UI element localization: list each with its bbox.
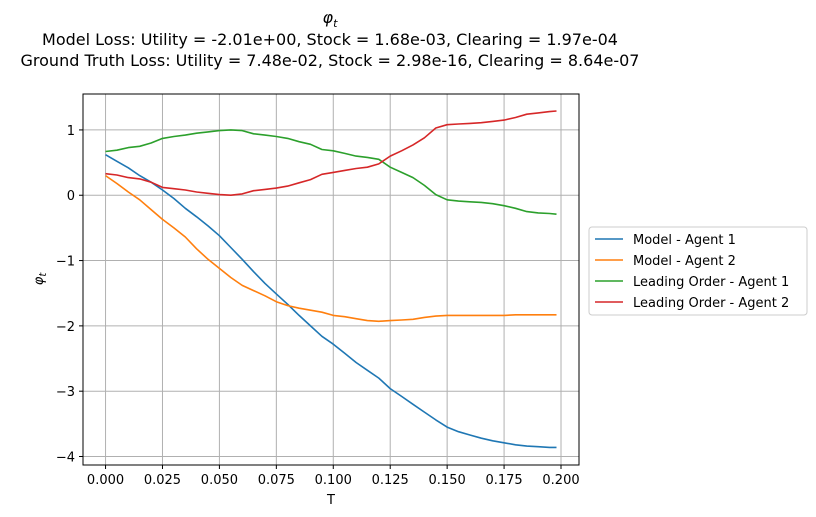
grid	[83, 94, 579, 465]
plot-area	[82, 93, 580, 466]
x-tick-label: 0.150	[429, 473, 466, 488]
x-tick-label: 0.200	[542, 473, 579, 488]
legend-label: Leading Order - Agent 2	[633, 296, 789, 311]
chart-title: φt Model Loss: Utility = -2.01e+00, Stoc…	[21, 8, 640, 70]
legend-label: Leading Order - Agent 1	[633, 275, 789, 290]
x-tick-label: 0.025	[144, 473, 181, 488]
y-tick-label: −3	[56, 385, 75, 400]
x-tick-label: 0.175	[485, 473, 522, 488]
legend-label: Model - Agent 1	[633, 233, 736, 248]
series-line-2	[105, 174, 557, 323]
x-tick-label: 0.125	[372, 473, 409, 488]
y-tick-label: −2	[56, 320, 75, 335]
y-tick-label: −1	[56, 255, 75, 270]
series-line-1	[105, 154, 557, 449]
series-line-4	[105, 110, 557, 196]
chart-title-symbol: φt	[323, 8, 339, 30]
legend-box	[588, 226, 808, 316]
x-tick-label: 0.075	[258, 473, 295, 488]
y-tick-label: 0	[67, 189, 75, 204]
x-axis-label: T	[326, 493, 335, 508]
series-line-3	[105, 129, 557, 215]
x-tick-label: 0.100	[315, 473, 352, 488]
chart-title-ground-truth-loss: Ground Truth Loss: Utility = 7.48e-02, S…	[21, 51, 640, 70]
legend-label: Model - Agent 2	[633, 254, 736, 269]
y-axis: −4 −3 −2 −1 0 1	[56, 124, 83, 466]
y-tick-label: 1	[67, 124, 75, 139]
y-axis-label: φt	[32, 272, 49, 286]
x-tick-label: 0.050	[201, 473, 238, 488]
y-tick-label: −4	[56, 451, 75, 466]
x-axis: 0.000 0.025 0.050 0.075 0.100 0.125 0.150 0.175…	[87, 465, 580, 488]
series-lines	[105, 110, 557, 449]
chart-title-model-loss: Model Loss: Utility = -2.01e+00, Stock =…	[42, 30, 618, 49]
legend: Model - Agent 1 Model - Agent 2 Leading Or…	[588, 226, 808, 316]
x-tick-label: 0.000	[87, 473, 124, 488]
